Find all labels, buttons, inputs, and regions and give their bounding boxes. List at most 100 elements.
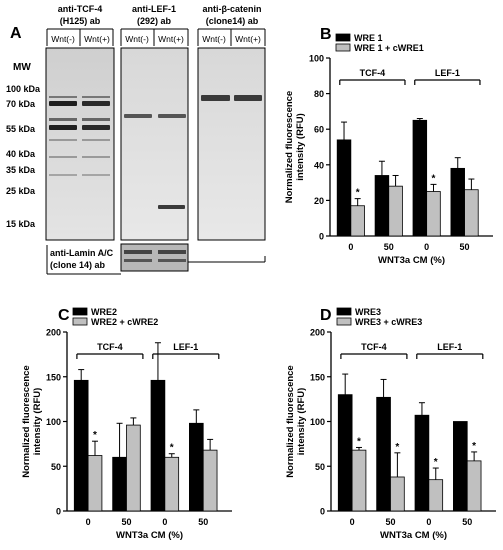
blot-header-lef1: anti-LEF-1 (292) ab Wnt(-) Wnt(+) [120, 4, 189, 46]
significance-mark: * [356, 188, 360, 199]
bar-c-s0-c0 [73, 379, 89, 512]
bar-d-s0-c3 [453, 421, 468, 512]
mw-title: MW [13, 62, 31, 73]
y-axis-label: Normalized fluorescenceintensity (RFU) [285, 365, 307, 477]
significance-mark: * [472, 441, 476, 452]
bar-d-s1-c3 [466, 460, 482, 512]
blot-image-tcf4 [45, 47, 115, 241]
x-tick-label: 50 [460, 242, 470, 252]
significance-mark: * [395, 442, 399, 453]
y-axis-label-line: Normalized fluorescence [284, 91, 295, 203]
y-tick-label: 20 [314, 196, 324, 206]
x-axis-label: WNT3a CM (%) [380, 530, 447, 541]
chart-panel-c: C 0 50 100 150 200 Normalized fluorescenceinte… [21, 307, 232, 541]
significance-mark: * [432, 173, 436, 184]
x-tick-label: 50 [384, 242, 394, 252]
mw-markers: 100 kDa 70 kDa 55 kDa 40 kDa 35 kDa 25 k… [6, 84, 41, 229]
bar-b-s0-c1 [374, 175, 390, 237]
svg-text:Wnt(-): Wnt(-) [125, 34, 149, 44]
panel-a: A MW 100 kDa 70 kDa 55 kDa 40 kDa 35 kDa… [6, 4, 266, 275]
x-tick-label: 0 [350, 517, 355, 527]
x-tick-label: 50 [121, 517, 131, 527]
significance-mark: * [170, 443, 174, 454]
y-axis-label: Normalized fluorescenceintensity (RFU) [284, 91, 306, 203]
mw-marker-70: 70 kDa [6, 99, 36, 109]
legend-swatch-1 [72, 317, 88, 326]
panel-label-d: D [320, 307, 332, 324]
legend-swatch-0 [72, 307, 88, 316]
svg-text:Wnt(-): Wnt(-) [202, 34, 226, 44]
legend-label-0: WRE3 [355, 307, 381, 317]
bar-d-s1-c0 [351, 449, 367, 512]
legend-label-1: WRE 1 + cWRE1 [354, 43, 424, 53]
significance-mark: * [357, 436, 361, 447]
legend-label-0: WRE2 [91, 307, 117, 317]
chart-panel-d: D 0 50 100 150 200 Normalized fluorescenceinte… [285, 307, 496, 541]
svg-text:Wnt(+): Wnt(+) [235, 34, 261, 44]
x-tick-label: 0 [162, 517, 167, 527]
y-tick-label: 150 [310, 372, 325, 382]
mw-marker-55: 55 kDa [6, 124, 36, 134]
blot-header-tcf4: anti-TCF-4 (H125) ab Wnt(-) Wnt(+) [46, 4, 114, 46]
x-tick-label: 0 [86, 517, 91, 527]
y-tick-label: 200 [46, 328, 61, 338]
group-label-1: LEF-1 [435, 68, 460, 78]
y-tick-label: 200 [310, 328, 325, 338]
svg-text:Wnt(-): Wnt(-) [51, 34, 75, 44]
y-tick-label: 100 [310, 417, 325, 427]
legend-swatch-1 [335, 43, 351, 52]
group-label-0: TCF-4 [97, 342, 123, 352]
y-axis-label: Normalized fluorescenceintensity (RFU) [21, 365, 43, 477]
y-tick-label: 50 [315, 462, 325, 472]
y-tick-label: 150 [46, 372, 61, 382]
y-tick-label: 0 [320, 507, 325, 517]
panel-label-b: B [320, 26, 332, 43]
x-tick-label: 0 [348, 242, 353, 252]
x-tick-label: 0 [424, 242, 429, 252]
legend-swatch-0 [336, 307, 352, 316]
bar-d-s1-c2 [428, 479, 444, 512]
bar-b-s1-c2 [426, 191, 441, 237]
y-axis-label-line: Normalized fluorescence [21, 365, 32, 477]
bar-c-s0-c2 [150, 379, 166, 512]
bar-c-s0-c3 [189, 422, 204, 512]
legend-label-1: WRE3 + cWRE3 [355, 317, 422, 327]
bar-d-s0-c2 [414, 414, 430, 512]
x-tick-label: 50 [198, 517, 208, 527]
legend-label-1: WRE2 + cWRE2 [91, 317, 158, 327]
y-tick-label: 100 [309, 54, 324, 64]
bar-c-s1-c3 [202, 449, 218, 512]
x-axis-label: WNT3a CM (%) [378, 255, 445, 266]
mw-marker-15: 15 kDa [6, 219, 36, 229]
svg-text:(H125) ab: (H125) ab [60, 16, 101, 26]
chart-panel-b: B 0 20 40 60 80 100 Normalized fluorescenceinte… [284, 26, 493, 266]
bar-b-s0-c2 [412, 119, 428, 237]
x-tick-label: 50 [385, 517, 395, 527]
bar-d-s0-c1 [376, 396, 391, 512]
svg-text:anti-LEF-1: anti-LEF-1 [132, 4, 176, 14]
y-tick-label: 0 [56, 507, 61, 517]
blot-image-lamin [120, 243, 189, 272]
x-axis-label: WNT3a CM (%) [116, 530, 183, 541]
mw-marker-25: 25 kDa [6, 186, 36, 196]
group-label-0: TCF-4 [360, 68, 386, 78]
bar-b-s0-c0 [336, 139, 352, 237]
group-label-0: TCF-4 [361, 342, 387, 352]
svg-text:(292) ab: (292) ab [137, 16, 172, 26]
lamin-label-line1: anti-Lamin A/C [50, 248, 114, 258]
bar-d-s1-c1 [390, 476, 405, 512]
y-tick-label: 0 [319, 232, 324, 242]
y-tick-label: 100 [46, 417, 61, 427]
y-tick-label: 50 [51, 462, 61, 472]
x-tick-label: 50 [462, 517, 472, 527]
y-tick-label: 60 [314, 125, 324, 135]
x-tick-label: 0 [426, 517, 431, 527]
bar-c-s0-c1 [112, 456, 127, 512]
bar-b-s1-c1 [388, 185, 403, 237]
bar-c-s1-c0 [87, 455, 103, 512]
y-axis-label-line: Normalized fluorescence [285, 365, 296, 477]
mw-marker-100: 100 kDa [6, 84, 41, 94]
bar-c-s1-c2 [164, 456, 180, 512]
blot-header-beta-catenin: anti-β-catenin (clone14) ab Wnt(-) Wnt(+… [197, 4, 266, 46]
y-tick-label: 80 [314, 89, 324, 99]
